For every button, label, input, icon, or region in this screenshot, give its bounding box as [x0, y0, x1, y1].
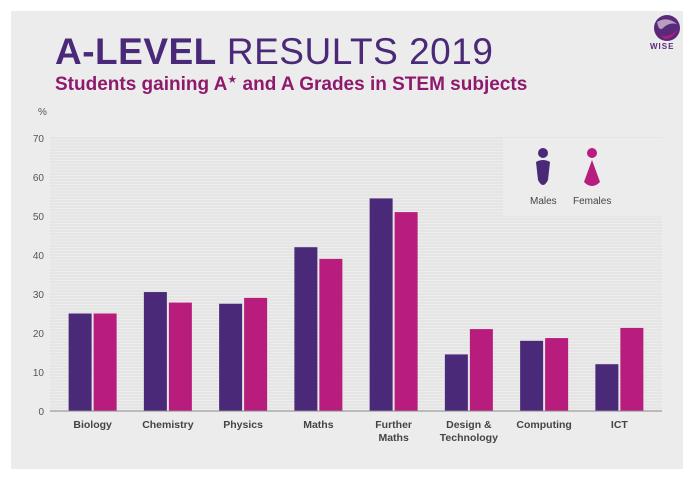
x-tick-label-line: Chemistry — [142, 419, 194, 431]
male-person-icon — [536, 148, 550, 185]
bar-males — [369, 198, 393, 411]
bars — [68, 198, 644, 411]
y-tick-label: 0 — [38, 407, 44, 418]
bar-females — [244, 297, 268, 411]
legend-label-males: Males — [530, 196, 557, 207]
x-tick-label-line: Computing — [516, 419, 571, 431]
x-tick-label-line: Design & — [446, 419, 492, 431]
x-tick-label: Biology — [73, 419, 112, 431]
title-light: RESULTS 2019 — [226, 31, 494, 72]
x-tick-label-line: Maths — [303, 419, 333, 431]
x-tick-label-line: Biology — [73, 419, 112, 431]
page-title: A-LEVEL RESULTS 2019 — [55, 32, 493, 72]
y-axis-label: % — [38, 107, 47, 118]
bar-males — [595, 364, 619, 411]
x-tick-label: Design & Technology — [440, 419, 498, 444]
legend-box — [503, 138, 662, 216]
x-tick-label-line: Maths — [378, 432, 408, 444]
bar-females — [545, 338, 569, 411]
bar-males — [444, 354, 468, 411]
y-tick-label: 50 — [33, 212, 45, 223]
subtitle-star: ★ — [227, 74, 238, 86]
x-tick-label: Further Maths — [375, 419, 412, 444]
x-axis-labels: Biology Chemistry Physics Maths Further Maths… — [73, 419, 628, 444]
subtitle-end: and A Grades in STEM subjects — [237, 74, 528, 95]
page-subtitle: Students gaining A★ and A Grades in STEM… — [55, 73, 527, 96]
y-tick-label: 20 — [33, 329, 45, 340]
y-tick-label: 10 — [33, 368, 45, 379]
legend-label-females: Females — [573, 196, 612, 207]
x-tick-label-line: Further — [375, 419, 412, 431]
subtitle-start: Students gaining A — [55, 74, 228, 95]
x-tick-label: Computing — [516, 419, 571, 431]
bar-females — [620, 327, 644, 411]
bar-females — [469, 329, 493, 411]
x-tick-label: ICT — [611, 419, 629, 431]
title-bold: A-LEVEL — [55, 31, 217, 72]
y-tick-label: 40 — [33, 251, 45, 262]
bar-males — [520, 340, 544, 411]
y-tick-label: 30 — [33, 290, 45, 301]
bar-males — [143, 292, 167, 411]
y-axis-ticks: 0 10 20 30 40 50 60 70 — [33, 134, 45, 418]
wise-logo-text: WISE — [650, 42, 675, 51]
x-tick-label: Maths — [303, 419, 333, 431]
x-tick-label-line: Physics — [223, 419, 263, 431]
bar-males — [294, 247, 318, 411]
x-tick-label-line: Technology — [440, 432, 498, 444]
wise-logo-icon — [654, 15, 680, 41]
x-tick-label-line: ICT — [611, 419, 629, 431]
bar-females — [93, 313, 117, 411]
legend — [503, 138, 662, 216]
bar-females — [394, 212, 418, 411]
bar-males — [68, 313, 92, 411]
female-person-icon — [584, 148, 600, 186]
x-tick-label: Chemistry — [142, 419, 194, 431]
x-tick-label: Physics — [223, 419, 263, 431]
bar-females — [168, 302, 192, 411]
y-tick-label: 60 — [33, 173, 45, 184]
y-tick-label: 70 — [33, 134, 45, 145]
bar-females — [319, 258, 343, 411]
bar-males — [219, 303, 243, 411]
